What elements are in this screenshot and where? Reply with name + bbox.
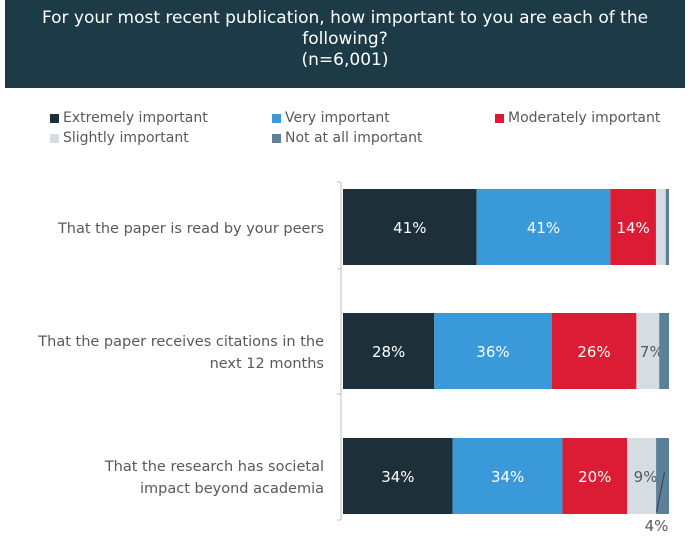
data-label: 41% [527, 219, 560, 237]
legend-swatch-slightly-important [50, 133, 59, 143]
bar-segment-very-important [476, 189, 611, 265]
bar-segment-moderately-important [610, 189, 656, 265]
legend-label: Not at all important [285, 130, 423, 146]
bar-segment-slightly-important [655, 189, 666, 265]
legend-label: Very important [285, 110, 390, 126]
chart-title-sample-size: (n=6,001) [301, 50, 389, 70]
legend-label: Moderately important [508, 110, 661, 126]
bar-segment-slightly-important [636, 313, 660, 389]
chart-title-banner: For your most recent publication, how im… [5, 0, 685, 88]
legend-swatch-not-at-all-important [272, 133, 281, 143]
legend-label: Slightly important [63, 130, 189, 146]
bar-segment-extremely-important [343, 438, 453, 514]
legend-swatch-very-important [272, 113, 281, 123]
category-label: That the paper receives citations in the [37, 334, 324, 350]
bar-segment-not-at-all-important [656, 438, 669, 514]
category-label: That the research has societal [104, 459, 324, 475]
legend-label: Extremely important [63, 110, 208, 126]
bar-segment-very-important [434, 313, 552, 389]
data-label: 7% [640, 343, 664, 361]
legend-item-very-important: Very important [272, 110, 390, 126]
legend-item-not-at-all-important: Not at all important [272, 130, 422, 146]
chart-title-line-2: following? [302, 29, 388, 49]
data-label: 28% [372, 343, 405, 361]
data-label: 36% [476, 343, 509, 361]
category-label: next 12 months [210, 356, 324, 372]
bar-segment-slightly-important [627, 438, 657, 514]
data-label: 20% [578, 468, 611, 486]
bar-segment-not-at-all-important [665, 189, 669, 265]
data-label: 9% [634, 468, 658, 486]
bar-segment-very-important [452, 438, 563, 514]
data-label: 34% [491, 468, 524, 486]
data-label: 41% [393, 219, 426, 237]
category-label: impact beyond academia [140, 481, 324, 497]
data-label: 34% [381, 468, 414, 486]
data-label: 4% [645, 517, 669, 535]
category-label: That the paper is read by your peers [57, 221, 324, 237]
legend-swatch-extremely-important [50, 113, 59, 123]
legend-item-moderately-important: Moderately important [495, 110, 660, 126]
data-label: 26% [577, 343, 610, 361]
chart-legend: Extremely important Very important Moder… [0, 0, 691, 160]
data-label-leader-line [656, 471, 666, 513]
bar-segment-moderately-important [551, 313, 637, 389]
bar-segment-extremely-important [343, 189, 477, 265]
data-label: 14% [616, 219, 649, 237]
legend-swatch-moderately-important [495, 113, 504, 123]
chart-title-line-1: For your most recent publication, how im… [41, 8, 649, 28]
legend-item-slightly-important: Slightly important [50, 130, 189, 146]
legend-item-extremely-important: Extremely important [50, 110, 208, 126]
bar-segment-moderately-important [562, 438, 628, 514]
bar-segment-extremely-important [343, 313, 435, 389]
bar-segment-not-at-all-important [659, 313, 669, 389]
